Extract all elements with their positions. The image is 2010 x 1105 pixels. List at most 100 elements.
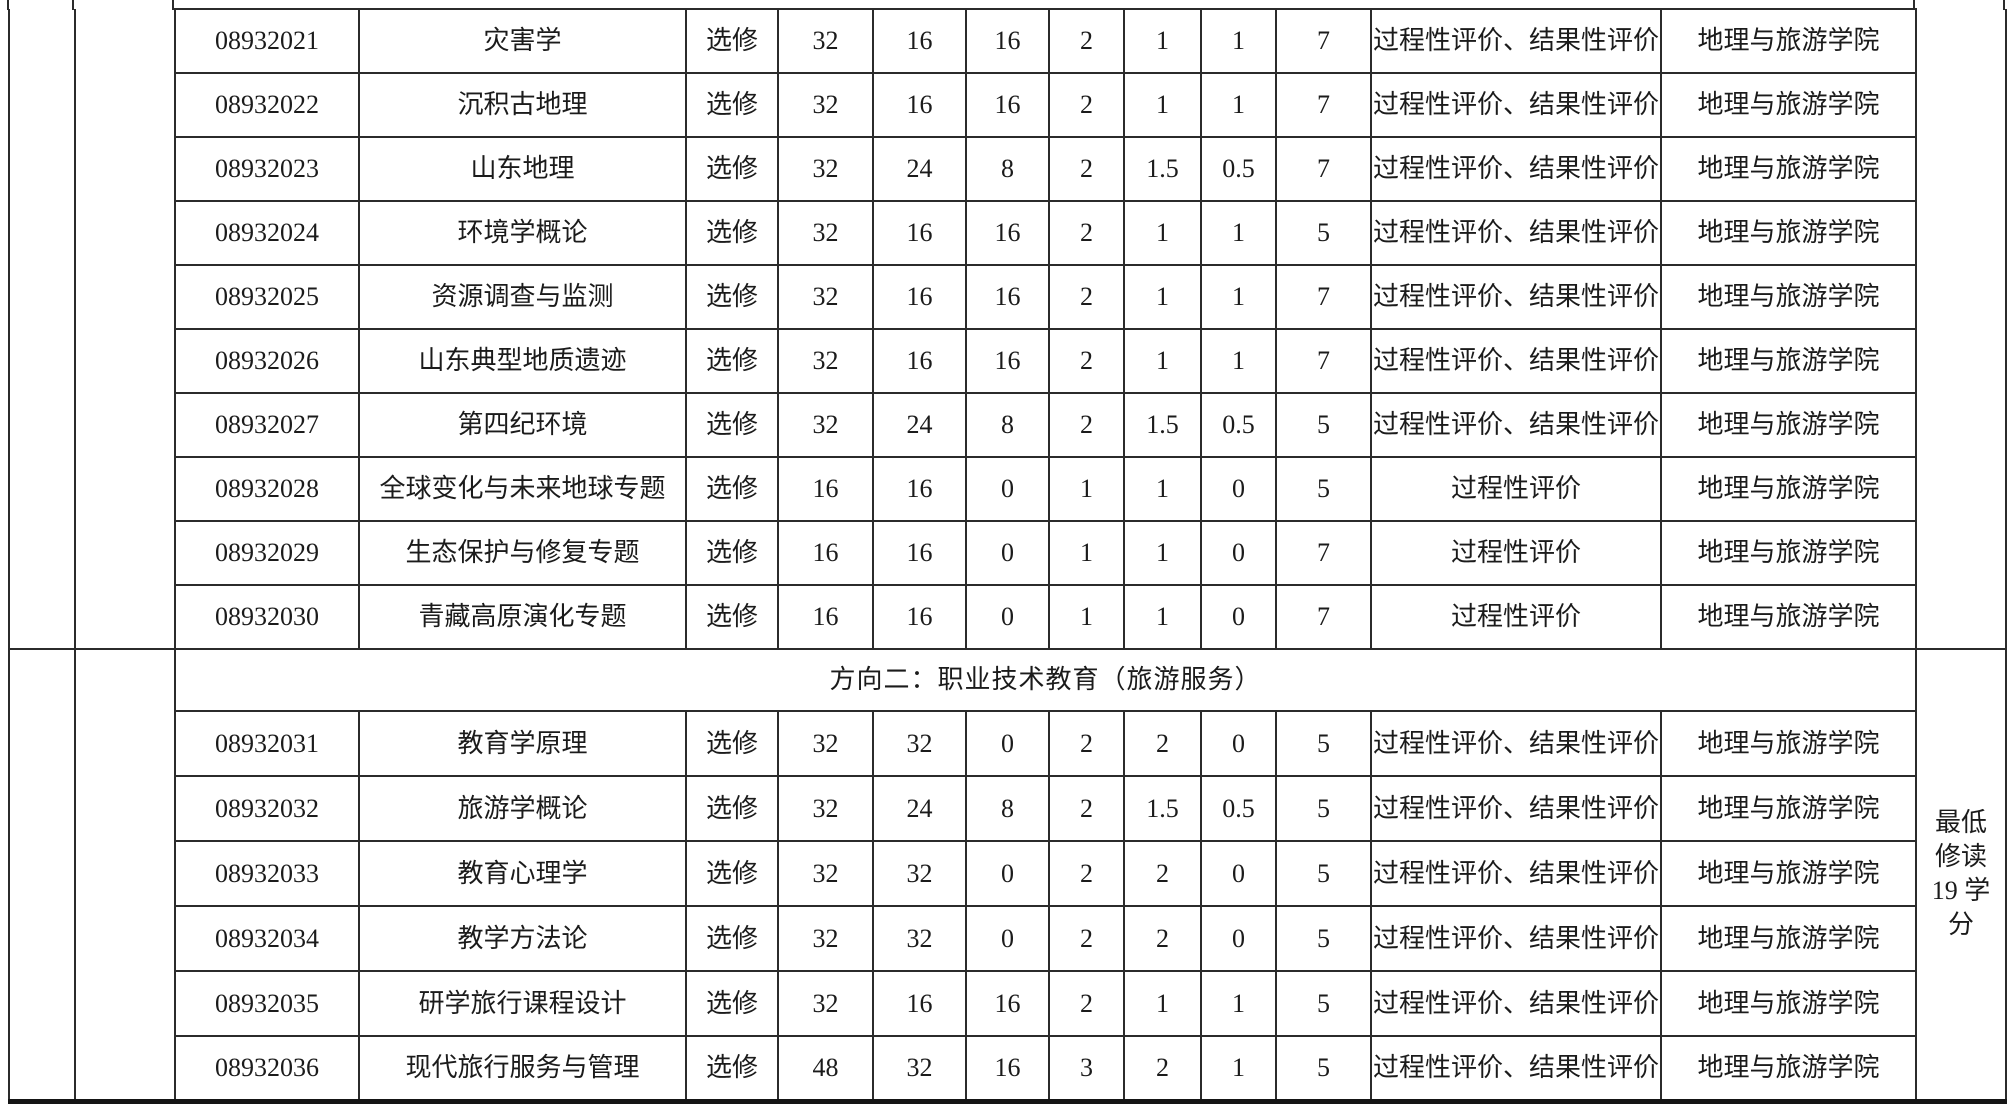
course-type-cell: 选修 [685, 840, 779, 907]
semester-cell: 7 [1275, 584, 1372, 650]
credits-total-cell: 2 [1048, 775, 1125, 842]
hours-lecture-cell: 16 [872, 264, 967, 330]
credits-practice-cell: 0 [1200, 584, 1277, 650]
min-credits-note-line: 19 学 [1931, 876, 1991, 906]
assessment-cell: 过程性评价 [1370, 456, 1662, 522]
course-name-cell: 环境学概论 [358, 200, 687, 266]
credits-total-cell: 2 [1048, 840, 1125, 907]
credits-lecture-cell: 2 [1123, 905, 1202, 972]
assessment-cell: 过程性评价、结果性评价 [1370, 328, 1662, 394]
course-code-cell: 08932022 [174, 72, 360, 138]
credits-total-cell: 3 [1048, 1035, 1125, 1102]
hours-practice-cell: 0 [965, 584, 1050, 650]
grid-line-stub [7, 0, 9, 10]
course-name-cell: 旅游学概论 [358, 775, 687, 842]
course-code-cell: 08932021 [174, 8, 360, 74]
course-name-cell: 教育学原理 [358, 710, 687, 777]
credits-total-cell: 2 [1048, 8, 1125, 74]
hours-practice-cell: 8 [965, 136, 1050, 202]
course-row: 08932025 资源调查与监测 选修 32 16 16 2 1 1 7 过程性评价、结果性评价 地理… [9, 264, 2006, 330]
hours-lecture-cell: 16 [872, 72, 967, 138]
course-code-cell: 08932034 [174, 905, 360, 972]
hours-practice-cell: 16 [965, 200, 1050, 266]
course-code-cell: 08932030 [174, 584, 360, 650]
course-code-cell: 08932031 [174, 710, 360, 777]
semester-cell: 5 [1275, 1035, 1372, 1102]
credits-practice-cell: 0 [1200, 905, 1277, 972]
spacer-col-b [74, 648, 176, 1102]
course-row: 08932031 教育学原理 选修 32 32 0 2 2 0 5 过程性评价、结果性评价 地理与旅游… [9, 710, 2006, 777]
course-type-cell: 选修 [685, 8, 779, 74]
hours-lecture-cell: 24 [872, 775, 967, 842]
hours-practice-cell: 0 [965, 840, 1050, 907]
department-cell: 地理与旅游学院 [1660, 1035, 1917, 1102]
credits-practice-cell: 0 [1200, 840, 1277, 907]
min-credits-note: 最低 修读 19 学分 [1915, 648, 2007, 1102]
credits-lecture-cell: 2 [1123, 710, 1202, 777]
credits-total-cell: 2 [1048, 72, 1125, 138]
hours-lecture-cell: 32 [872, 1035, 967, 1102]
hours-total-cell: 32 [777, 970, 874, 1037]
course-type-cell: 选修 [685, 970, 779, 1037]
credits-total-cell: 2 [1048, 970, 1125, 1037]
course-code-cell: 08932025 [174, 264, 360, 330]
course-name-cell: 资源调查与监测 [358, 264, 687, 330]
course-code-cell: 08932024 [174, 200, 360, 266]
department-cell: 地理与旅游学院 [1660, 200, 1917, 266]
department-cell: 地理与旅游学院 [1660, 8, 1917, 74]
hours-total-cell: 32 [777, 840, 874, 907]
course-type-cell: 选修 [685, 456, 779, 522]
semester-cell: 5 [1275, 200, 1372, 266]
credits-practice-cell: 1 [1200, 328, 1277, 394]
department-cell: 地理与旅游学院 [1660, 905, 1917, 972]
course-name-cell: 沉积古地理 [358, 72, 687, 138]
section-header-row: 方向二：职业技术教育（旅游服务） 最低 修读 19 学分 [8, 648, 2007, 1102]
hours-total-cell: 32 [777, 328, 874, 394]
department-cell: 地理与旅游学院 [1660, 520, 1917, 586]
course-code-cell: 08932023 [174, 136, 360, 202]
course-type-cell: 选修 [685, 200, 779, 266]
notes-empty-cell [1915, 9, 2007, 650]
course-type-cell: 选修 [685, 710, 779, 777]
semester-cell: 5 [1275, 710, 1372, 777]
grid-line-stub [1913, 0, 1915, 10]
grid-line-stub [172, 0, 174, 10]
hours-lecture-cell: 24 [872, 392, 967, 458]
course-row: 08932024 环境学概论 选修 32 16 16 2 1 1 5 过程性评价、结果性评价 地理与旅… [9, 200, 2006, 266]
credits-practice-cell: 1 [1200, 1035, 1277, 1102]
assessment-cell: 过程性评价、结果性评价 [1370, 905, 1662, 972]
assessment-cell: 过程性评价、结果性评价 [1370, 72, 1662, 138]
assessment-cell: 过程性评价、结果性评价 [1370, 200, 1662, 266]
course-type-cell: 选修 [685, 905, 779, 972]
hours-total-cell: 16 [777, 456, 874, 522]
course-row: 08932023 山东地理 选修 32 24 8 2 1.5 0.5 7 过程性评价、结果性评价 地理… [9, 136, 2006, 202]
assessment-cell: 过程性评价 [1370, 520, 1662, 586]
course-type-cell: 选修 [685, 775, 779, 842]
hours-total-cell: 32 [777, 264, 874, 330]
semester-cell: 5 [1275, 970, 1372, 1037]
credits-lecture-cell: 1 [1123, 8, 1202, 74]
department-cell: 地理与旅游学院 [1660, 710, 1917, 777]
hours-total-cell: 32 [777, 905, 874, 972]
hours-total-cell: 48 [777, 1035, 874, 1102]
hours-lecture-cell: 24 [872, 136, 967, 202]
hours-lecture-cell: 32 [872, 905, 967, 972]
course-code-cell: 08932033 [174, 840, 360, 907]
course-name-cell: 山东地理 [358, 136, 687, 202]
course-row: 08932021 灾害学 选修 32 16 16 2 1 1 7 过程性评价、结果性评价 地理与旅游学… [8, 8, 2007, 650]
course-name-cell: 青藏高原演化专题 [358, 584, 687, 650]
credits-lecture-cell: 1.5 [1123, 392, 1202, 458]
course-row: 08932022 沉积古地理 选修 32 16 16 2 1 1 7 过程性评价、结果性评价 地理与旅… [9, 72, 2006, 138]
course-row: 08932034 教学方法论 选修 32 32 0 2 2 0 5 过程性评价、结果性评价 地理与旅游… [9, 905, 2006, 972]
course-row: 08932026 山东典型地质遗迹 选修 32 16 16 2 1 1 7 过程性评价、结果性评价地… [9, 328, 2006, 394]
hours-lecture-cell: 16 [872, 8, 967, 74]
hours-practice-cell: 8 [965, 775, 1050, 842]
min-credits-note-line: 分 [1947, 910, 1974, 940]
course-row: 08932028 全球变化与未来地球专题 选修 16 16 0 1 1 0 5 过程性评价 地理与旅游… [9, 456, 2006, 522]
course-type-cell: 选修 [685, 72, 779, 138]
credits-lecture-cell: 1 [1123, 520, 1202, 586]
assessment-cell: 过程性评价、结果性评价 [1370, 970, 1662, 1037]
course-name-cell: 全球变化与未来地球专题 [358, 456, 687, 522]
hours-total-cell: 32 [777, 72, 874, 138]
